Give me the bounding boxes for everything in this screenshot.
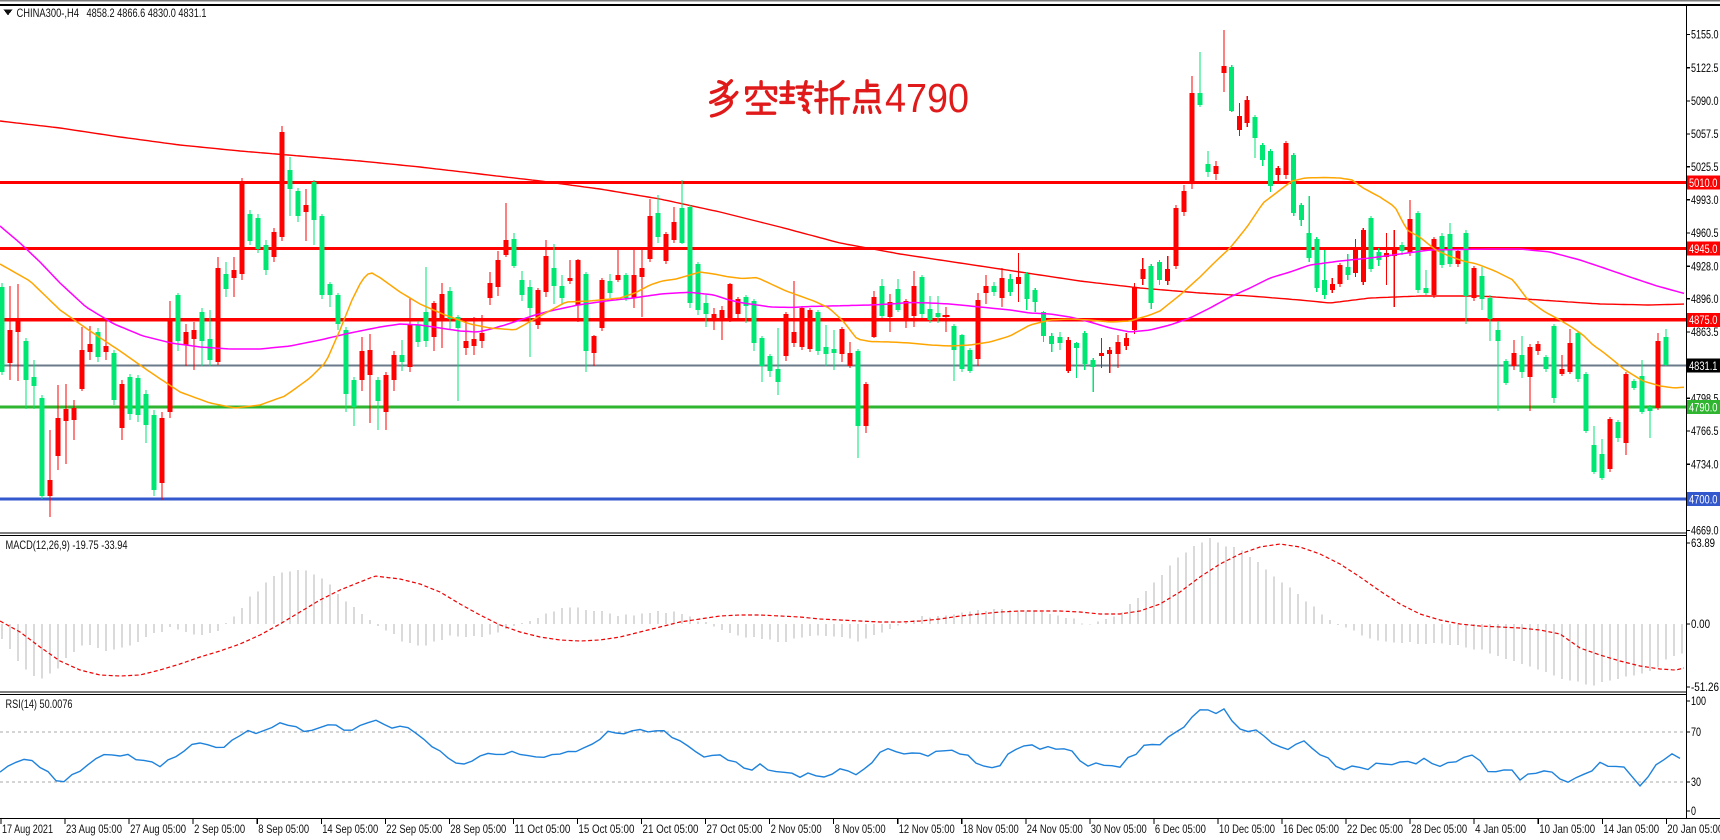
svg-text:5090.0: 5090.0	[1691, 96, 1719, 108]
svg-text:20 Jan 05:00: 20 Jan 05:00	[1667, 822, 1720, 836]
svg-text:14 Jan 05:00: 14 Jan 05:00	[1603, 822, 1659, 836]
svg-text:4896.0: 4896.0	[1691, 294, 1719, 306]
svg-text:27 Oct 05:00: 27 Oct 05:00	[707, 822, 763, 836]
svg-text:63.89: 63.89	[1691, 538, 1715, 550]
svg-text:5010.0: 5010.0	[1689, 178, 1718, 190]
svg-text:22 Dec 05:00: 22 Dec 05:00	[1347, 822, 1403, 836]
svg-text:11 Oct 05:00: 11 Oct 05:00	[514, 822, 570, 836]
svg-text:2 Nov 05:00: 2 Nov 05:00	[771, 822, 822, 836]
svg-text:4863.5: 4863.5	[1691, 327, 1719, 339]
svg-text:28 Dec 05:00: 28 Dec 05:00	[1411, 822, 1467, 836]
svg-text:100: 100	[1691, 696, 1706, 708]
svg-text:4875.0: 4875.0	[1689, 315, 1718, 327]
svg-text:4790.0: 4790.0	[1689, 402, 1718, 414]
svg-text:28 Sep 05:00: 28 Sep 05:00	[450, 822, 506, 836]
svg-text:30: 30	[1691, 777, 1701, 789]
svg-text:12 Nov 05:00: 12 Nov 05:00	[899, 822, 955, 836]
svg-text:22 Sep 05:00: 22 Sep 05:00	[386, 822, 442, 836]
svg-text:MACD(12,26,9) -19.75 -33.94: MACD(12,26,9) -19.75 -33.94	[6, 538, 128, 552]
svg-text:-51.26: -51.26	[1691, 682, 1719, 694]
svg-text:4766.5: 4766.5	[1691, 426, 1719, 438]
svg-text:4928.0: 4928.0	[1691, 261, 1719, 273]
svg-text:4831.1: 4831.1	[1689, 361, 1718, 373]
svg-text:5057.5: 5057.5	[1691, 129, 1719, 141]
svg-text:15 Oct 05:00: 15 Oct 05:00	[578, 822, 634, 836]
svg-text:2 Sep 05:00: 2 Sep 05:00	[194, 822, 245, 836]
svg-text:24 Nov 05:00: 24 Nov 05:00	[1027, 822, 1083, 836]
svg-text:5122.5: 5122.5	[1691, 63, 1719, 75]
svg-text:4790: 4790	[885, 75, 969, 121]
svg-text:0: 0	[1691, 806, 1696, 818]
svg-text:4669.0: 4669.0	[1691, 526, 1719, 538]
svg-text:4858.2 4866.6 4830.0 4831.1: 4858.2 4866.6 4830.0 4831.1	[87, 6, 207, 20]
svg-text:8 Nov 05:00: 8 Nov 05:00	[835, 822, 886, 836]
svg-text:6 Dec 05:00: 6 Dec 05:00	[1155, 822, 1206, 836]
svg-text:17 Aug 2021: 17 Aug 2021	[2, 822, 53, 836]
svg-text:4960.5: 4960.5	[1691, 228, 1719, 240]
svg-text:4734.0: 4734.0	[1691, 459, 1719, 471]
svg-text:70: 70	[1691, 727, 1701, 739]
svg-text:5025.5: 5025.5	[1691, 162, 1719, 174]
svg-text:4 Jan 05:00: 4 Jan 05:00	[1475, 822, 1526, 836]
svg-text:18 Nov 05:00: 18 Nov 05:00	[963, 822, 1019, 836]
svg-text:16 Dec 05:00: 16 Dec 05:00	[1283, 822, 1339, 836]
svg-text:8 Sep 05:00: 8 Sep 05:00	[258, 822, 309, 836]
svg-text:21 Oct 05:00: 21 Oct 05:00	[643, 822, 699, 836]
svg-text:30 Nov 05:00: 30 Nov 05:00	[1091, 822, 1147, 836]
svg-text:27 Aug 05:00: 27 Aug 05:00	[130, 822, 186, 836]
svg-text:14 Sep 05:00: 14 Sep 05:00	[322, 822, 378, 836]
svg-text:23 Aug 05:00: 23 Aug 05:00	[66, 822, 122, 836]
svg-text:4945.0: 4945.0	[1689, 244, 1718, 256]
svg-text:CHINA300-,H4: CHINA300-,H4	[17, 6, 80, 20]
svg-text:4993.0: 4993.0	[1691, 195, 1719, 207]
svg-text:10 Jan 05:00: 10 Jan 05:00	[1539, 822, 1595, 836]
svg-text:10 Dec 05:00: 10 Dec 05:00	[1219, 822, 1275, 836]
svg-text:5155.0: 5155.0	[1691, 30, 1719, 42]
svg-text:RSI(14) 50.0076: RSI(14) 50.0076	[6, 697, 73, 711]
svg-text:4700.0: 4700.0	[1689, 494, 1718, 506]
svg-text:0.00: 0.00	[1691, 619, 1710, 631]
